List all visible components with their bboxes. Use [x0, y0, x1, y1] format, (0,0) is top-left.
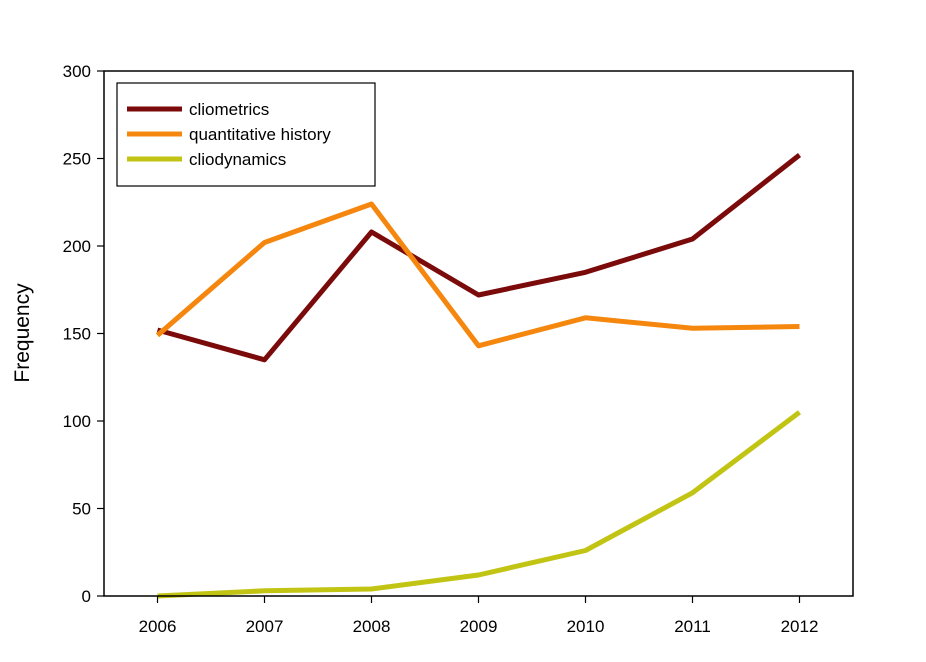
- x-tick-label: 2007: [246, 617, 284, 636]
- x-tick-label: 2011: [674, 617, 711, 636]
- legend-label: cliodynamics: [189, 150, 286, 169]
- y-tick-label: 0: [82, 587, 91, 606]
- y-tick-label: 100: [63, 412, 91, 431]
- series-line-quantitative-history: [155, 201, 800, 349]
- series-line-cliometrics: [156, 153, 802, 363]
- y-axis-label: Frequency: [11, 283, 34, 383]
- x-tick-label: 2010: [567, 617, 605, 636]
- legend-label: quantitative history: [189, 125, 331, 144]
- legend-label: cliometrics: [189, 100, 269, 119]
- x-tick-label: 2012: [781, 617, 819, 636]
- y-tick-label: 50: [72, 500, 91, 519]
- y-tick-label: 200: [63, 237, 91, 256]
- y-axis: 0 50 100 150 200 250 300: [63, 62, 104, 606]
- series-layer: [155, 153, 802, 599]
- y-tick-label: 300: [63, 62, 91, 81]
- x-tick-label: 2006: [139, 617, 177, 636]
- y-tick-label: 250: [63, 150, 91, 169]
- legend: cliometrics quantitative history cliodynam…: [116, 82, 376, 187]
- series-line-cliodynamics: [157, 410, 802, 599]
- x-tick-label: 2009: [460, 617, 498, 636]
- x-axis: 2006 2007 2008 2009 2010 2011 2012: [139, 596, 819, 636]
- x-tick-label: 2008: [353, 617, 391, 636]
- y-tick-label: 150: [63, 325, 91, 344]
